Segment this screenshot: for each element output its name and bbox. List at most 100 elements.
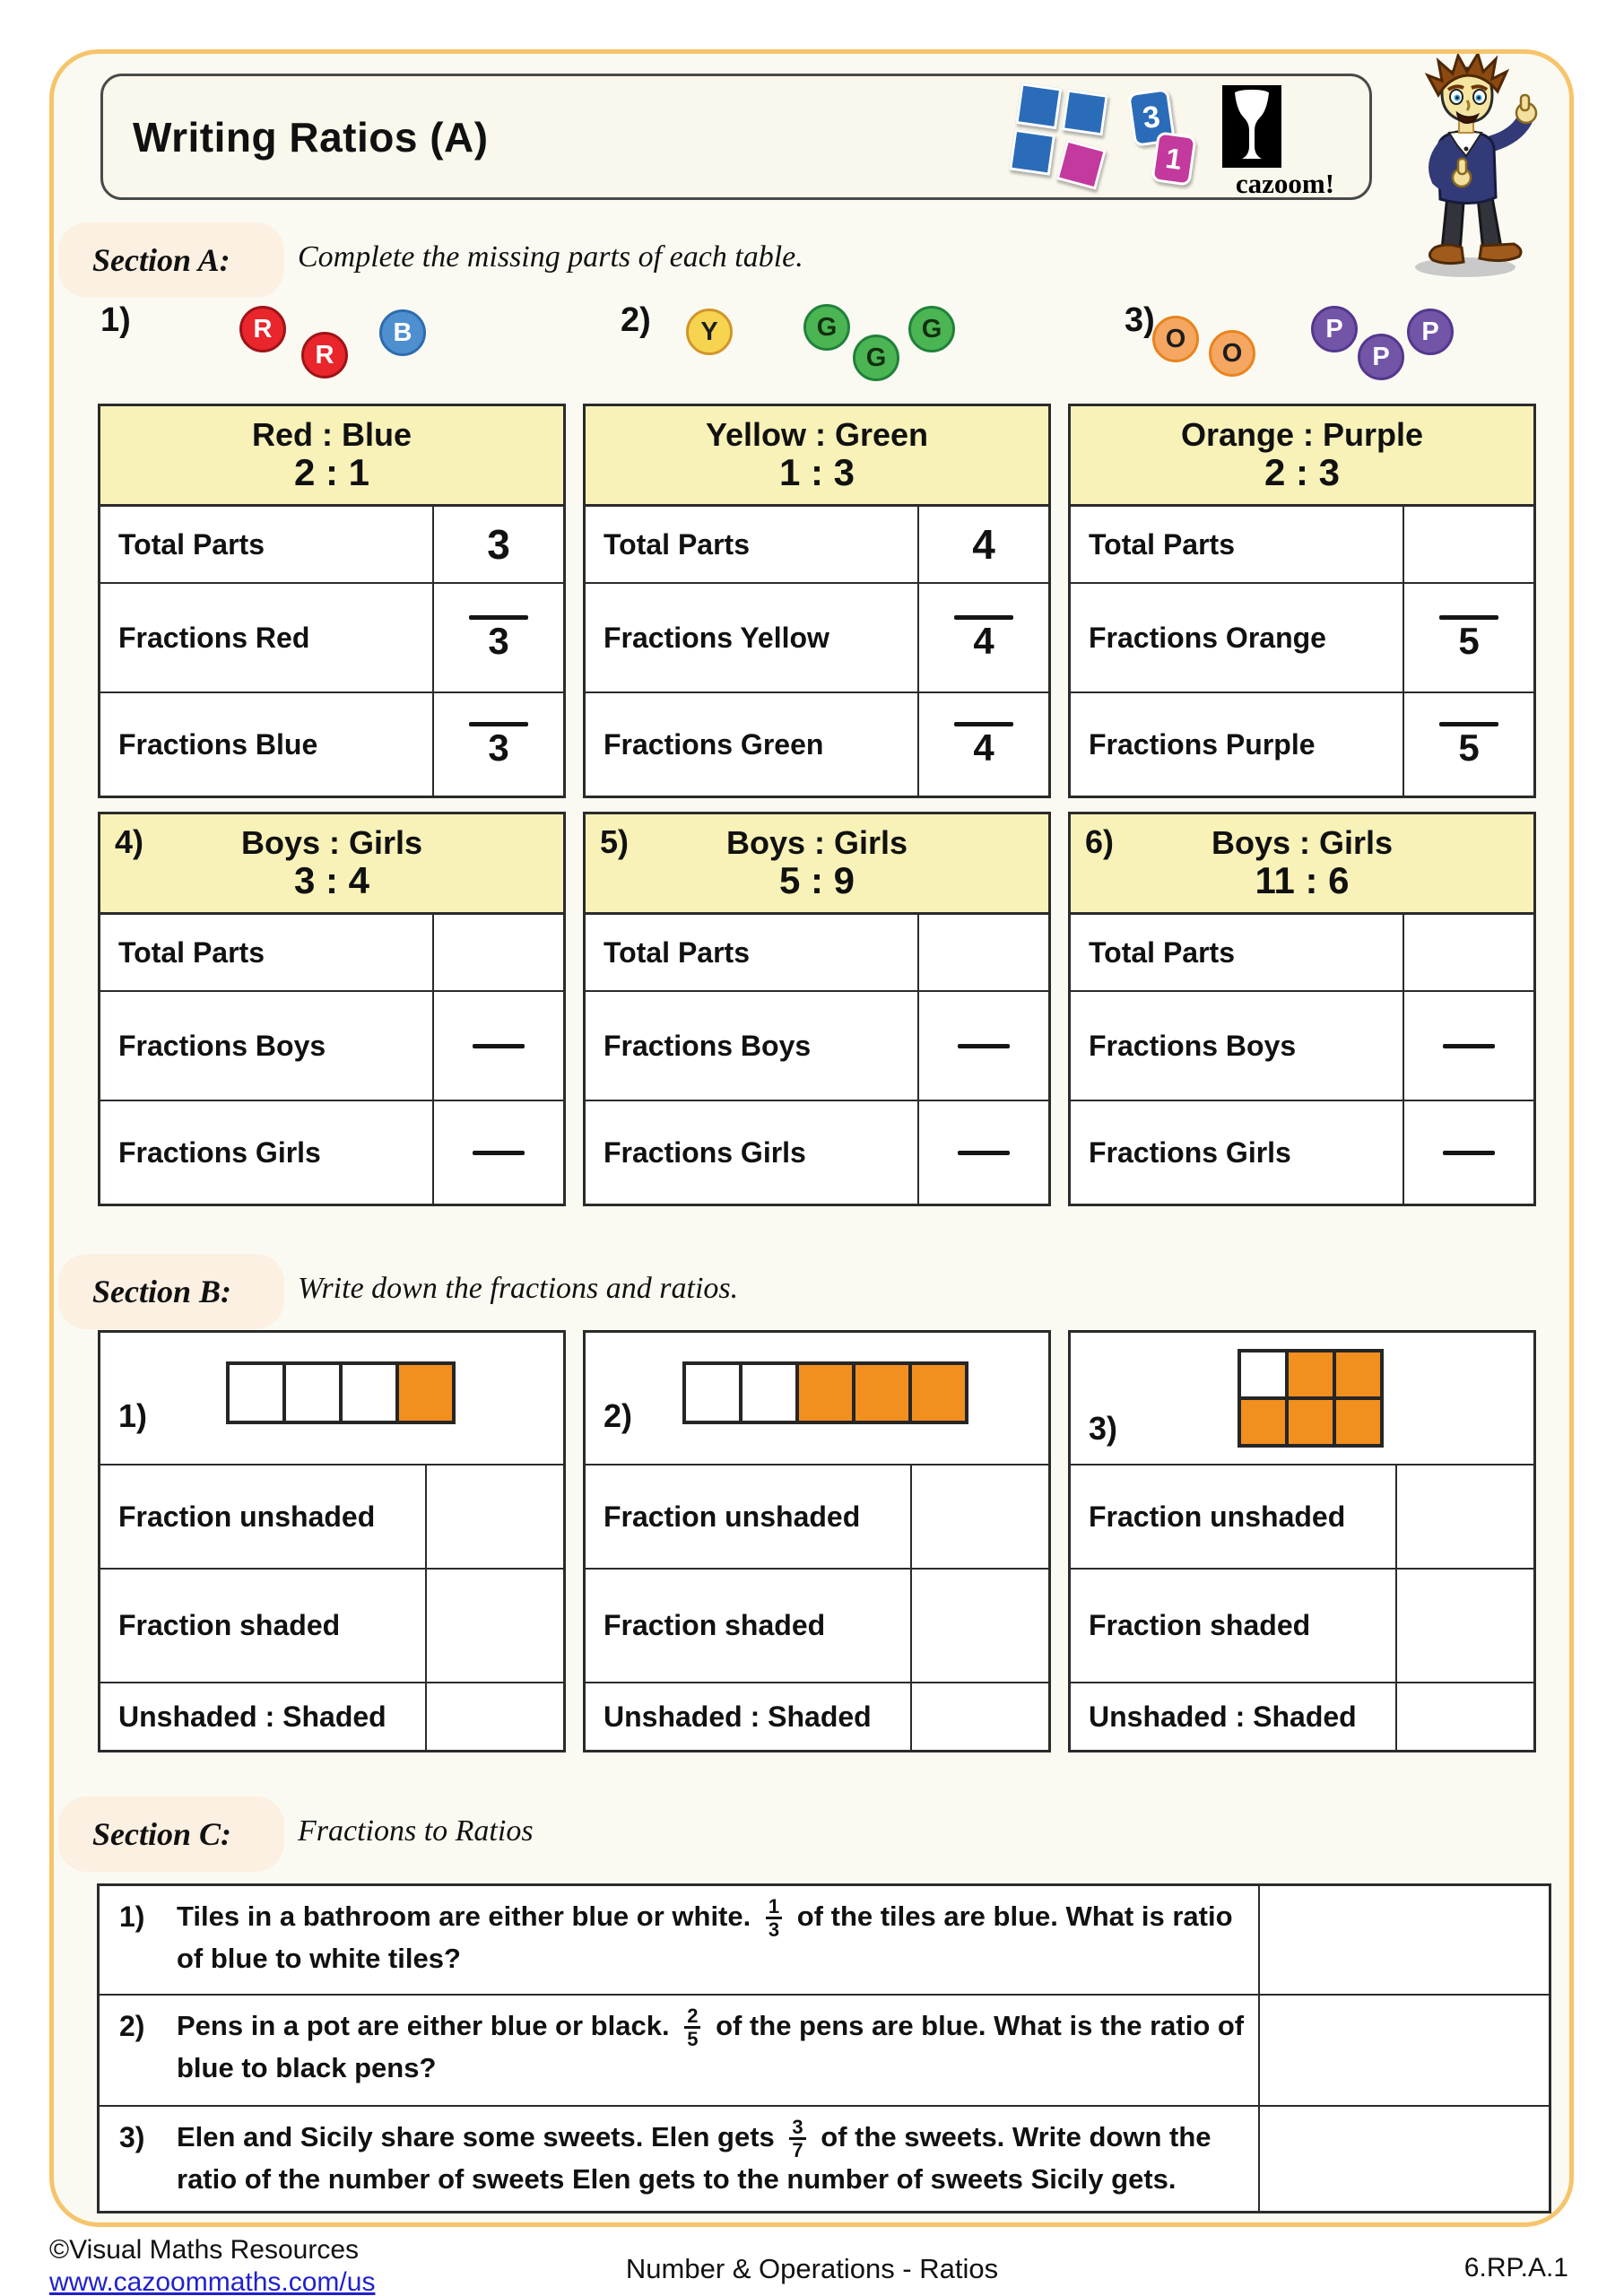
ratio-table: Yellow : Green 1 : 3 Total Parts 4 Fract… <box>583 404 1051 798</box>
answer-cell <box>910 1465 1048 1568</box>
counter-circle: P <box>1311 306 1358 352</box>
question-text-before: Pens in a pot are either blue or black. <box>177 2010 670 2042</box>
footer-copyright: ©Visual Maths Resources <box>49 2235 360 2265</box>
row-value: 3 <box>487 521 510 568</box>
answer-cell <box>1403 992 1533 1100</box>
ratio-table: 6) Boys : Girls 11 : 6 Total Parts Fract… <box>1068 812 1536 1206</box>
row-label: Unshaded : Shaded <box>1089 1700 1357 1733</box>
fraction-table: 1) Fraction unshaded Fraction shaded Uns… <box>98 1330 566 1752</box>
answer-cell <box>432 1101 563 1204</box>
shading-diagram: 1) <box>100 1333 563 1464</box>
counter-circle: G <box>803 304 850 351</box>
table-row: Unshaded : Shaded <box>100 1682 563 1750</box>
table-title: Boys : Girls <box>725 823 908 861</box>
fraction-bar <box>1439 722 1498 726</box>
logo-squares-icon <box>1008 83 1113 190</box>
row-label: Total Parts <box>1089 527 1235 561</box>
fraction-table: 3) Fraction unshaded Fraction shaded Uns… <box>1068 1330 1536 1752</box>
table-row: Fractions Boys <box>1071 990 1533 1100</box>
answer-cell: 3 <box>432 507 563 582</box>
table-ratio: 5 : 9 <box>778 859 855 902</box>
row-label: Fraction shaded <box>604 1609 826 1641</box>
question-number: 3) <box>119 2121 145 2153</box>
row-label: Fractions Purple <box>1089 727 1316 761</box>
answer-cell <box>1395 1683 1533 1750</box>
fraction-denominator: 4 <box>973 620 994 662</box>
question-row: 1) Tiles in a bathroom are either blue o… <box>100 1886 1549 1994</box>
row-label: Fractions Girls <box>1089 1135 1291 1169</box>
problem-number: 3) <box>1125 301 1155 339</box>
answer-cell <box>1403 1101 1533 1204</box>
shading-diagram: 2) <box>586 1333 1048 1464</box>
goblet-icon <box>1222 85 1281 168</box>
grid-square <box>910 1363 967 1422</box>
row-label: Fractions Blue <box>118 727 318 761</box>
answer-cell <box>425 1570 563 1682</box>
section-c-label: Section C: <box>92 1816 232 1852</box>
row-label: Fraction unshaded <box>118 1500 376 1533</box>
row-label: Fractions Green <box>604 727 824 761</box>
row-label: Fractions Girls <box>604 1135 806 1169</box>
counter-circle: Y <box>686 309 733 355</box>
grid-square <box>1287 1351 1334 1398</box>
answer-cell <box>917 915 1048 990</box>
brand-text: cazoom! <box>1235 168 1335 199</box>
grid-square <box>284 1363 341 1422</box>
table-header: Orange : Purple 2 : 3 <box>1071 406 1533 507</box>
table-row: Fraction shaded <box>586 1568 1048 1682</box>
table-row: Total Parts <box>1071 915 1533 990</box>
fraction-denominator: 3 <box>488 620 509 662</box>
table-row: Total Parts <box>586 915 1048 990</box>
table-header: 4) Boys : Girls 3 : 4 <box>100 814 563 915</box>
row-label: Fractions Boys <box>118 1029 326 1062</box>
answer-cell <box>917 992 1048 1100</box>
counter-circle: P <box>1407 309 1454 355</box>
row-label: Fraction shaded <box>118 1609 341 1641</box>
section-b-pill: Section B: <box>58 1254 284 1329</box>
table-row: Fractions Red 3 <box>100 582 563 691</box>
table-ratio: 11 : 6 <box>1255 859 1350 902</box>
table-header: 6) Boys : Girls 11 : 6 <box>1071 814 1533 915</box>
section-b-label: Section B: <box>92 1274 232 1309</box>
table-row: Total Parts <box>100 915 563 990</box>
answer-cell <box>1403 507 1533 582</box>
fraction-denominator: 5 <box>1458 620 1480 662</box>
table-title: Boys : Girls <box>240 823 423 861</box>
logo-square-icon <box>1061 89 1108 136</box>
fraction-bar <box>1443 1043 1495 1048</box>
answer-cell <box>432 992 563 1100</box>
answer-cell: 3 <box>432 584 563 691</box>
question-text-before: Elen and Sicily share some sweets. Elen … <box>177 2121 775 2153</box>
fraction-bar <box>1439 615 1498 620</box>
counter-circle: G <box>853 335 899 381</box>
table-row: Fraction unshaded <box>100 1464 563 1568</box>
counter-circle: R <box>301 332 348 378</box>
table-row: Total Parts 4 <box>586 507 1048 582</box>
grid-square <box>854 1363 910 1422</box>
table-row: Fraction unshaded <box>1071 1464 1533 1568</box>
fraction-bar <box>1443 1150 1495 1155</box>
footer-category: Number & Operations - Ratios <box>625 2253 999 2284</box>
squares-grid <box>1238 1349 1384 1448</box>
section-c-instruction: Fractions to Ratios <box>298 1814 534 1848</box>
fraction-bar <box>473 1150 525 1155</box>
fraction-table: 2) Fraction unshaded Fraction shaded Uns… <box>583 1330 1051 1752</box>
fraction-bar <box>954 615 1013 620</box>
row-label: Unshaded : Shaded <box>604 1700 872 1733</box>
row-label: Fractions Boys <box>1089 1029 1297 1062</box>
grid-square <box>1287 1398 1334 1446</box>
grid-square <box>1239 1351 1287 1398</box>
row-label: Fraction unshaded <box>1089 1500 1346 1533</box>
table-row: Fractions Purple 5 <box>1071 691 1533 796</box>
fraction-denominator: 5 <box>684 2026 701 2049</box>
answer-cell: 5 <box>1403 693 1533 796</box>
question-text-before: Tiles in a bathroom are either blue or w… <box>177 1900 751 1933</box>
answer-cell <box>432 915 563 990</box>
row-label: Fractions Boys <box>604 1029 812 1062</box>
table-row: Fractions Orange 5 <box>1071 582 1533 691</box>
table-header: Red : Blue 2 : 1 <box>100 406 563 507</box>
table-title: Yellow : Green <box>705 415 929 453</box>
footer-link[interactable]: www.cazoommaths.com/us <box>49 2267 376 2296</box>
answer-cell <box>425 1683 563 1750</box>
